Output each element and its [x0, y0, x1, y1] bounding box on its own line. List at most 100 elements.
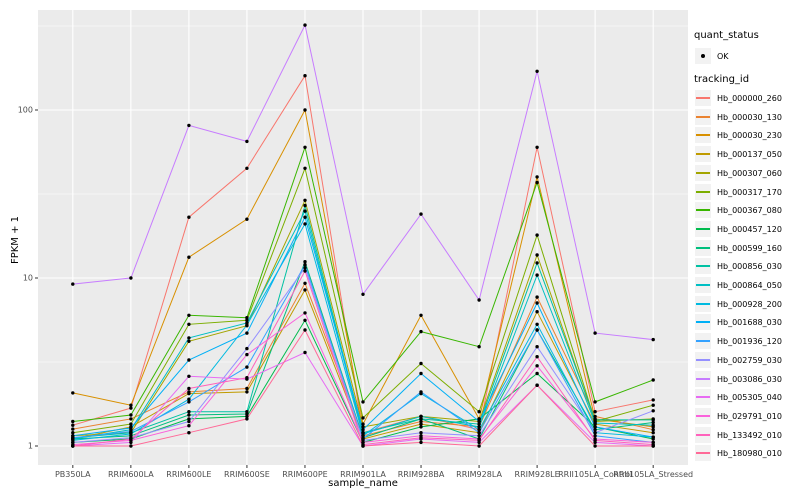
legend-item-label: Hb_000457_120	[717, 224, 782, 234]
data-point	[303, 166, 307, 170]
data-point	[245, 346, 249, 351]
line-swatch-icon	[696, 358, 710, 361]
data-point	[187, 386, 191, 391]
data-point	[419, 361, 423, 366]
line-swatch-icon	[696, 452, 710, 455]
x-tick-label-RRIM600LA: RRIM600LA	[107, 470, 154, 479]
data-point	[419, 425, 423, 429]
data-point	[303, 350, 307, 355]
data-point	[71, 431, 75, 435]
data-point	[535, 383, 539, 387]
data-point	[303, 281, 307, 285]
data-point	[245, 365, 249, 369]
data-point	[129, 417, 133, 421]
data-point	[535, 233, 539, 237]
data-point	[593, 421, 597, 425]
data-point	[71, 282, 75, 286]
y-tick-label-100: 100	[17, 105, 33, 115]
line-swatch-icon	[696, 246, 710, 249]
data-point	[361, 292, 365, 296]
data-point	[593, 414, 597, 419]
data-point	[651, 431, 655, 435]
legend-key-box	[695, 426, 711, 443]
data-point	[535, 364, 539, 368]
data-point	[187, 431, 191, 435]
data-point	[303, 311, 307, 315]
data-point	[651, 428, 655, 432]
legend-key-box	[695, 295, 711, 312]
x-tick-label-RRIM600SE: RRIM600SE	[224, 470, 270, 479]
line-swatch-icon	[696, 340, 710, 343]
data-point	[245, 139, 249, 144]
data-point	[187, 215, 191, 219]
data-point	[651, 420, 655, 425]
data-point	[477, 410, 481, 414]
legend-key-box	[695, 389, 711, 406]
y-tick-label-10: 10	[22, 273, 33, 283]
data-point	[361, 416, 365, 420]
legend-key-box	[695, 407, 711, 424]
data-point	[129, 429, 133, 434]
legend-item-label: Hb_000030_130	[717, 112, 782, 122]
data-point	[245, 417, 249, 421]
data-point	[303, 198, 307, 202]
data-point	[187, 400, 191, 404]
data-point	[129, 403, 133, 407]
data-point	[477, 419, 481, 424]
y-tick-label-1: 1	[27, 441, 33, 451]
data-point	[71, 436, 75, 440]
legend-item-label: Hb_001688_030	[717, 318, 782, 328]
data-point	[593, 434, 597, 438]
x-tick-label-RRII105LA_Control: RRII105LA_Control	[558, 470, 633, 479]
data-point	[535, 273, 539, 277]
legend-item-label: Hb_000307_060	[717, 168, 782, 178]
data-point	[187, 410, 191, 414]
data-point	[245, 414, 249, 419]
data-point	[535, 345, 539, 349]
legend-key-box	[695, 370, 711, 387]
legend-item-label: Hb_000317_170	[717, 187, 782, 197]
data-point	[245, 331, 249, 335]
line-swatch-icon	[696, 377, 710, 380]
data-point	[187, 424, 191, 428]
data-point	[71, 444, 75, 448]
data-point	[129, 413, 133, 417]
data-point	[303, 203, 307, 208]
data-point	[303, 328, 307, 332]
data-point	[651, 444, 655, 448]
data-point	[477, 431, 481, 435]
data-point	[419, 212, 423, 216]
point-symbol-icon	[701, 54, 705, 58]
line-swatch-icon	[696, 190, 710, 193]
legend-item-label: Hb_133492_010	[717, 430, 782, 440]
data-point	[651, 409, 655, 413]
legend-key-box	[695, 48, 711, 64]
data-point	[303, 215, 307, 219]
legend-key-box	[695, 220, 711, 237]
line-swatch-icon	[696, 153, 710, 156]
data-point	[71, 427, 75, 431]
data-point	[187, 123, 191, 128]
legend-key-box	[695, 164, 711, 181]
data-point	[593, 438, 597, 443]
data-point	[303, 269, 307, 273]
data-point	[593, 428, 597, 432]
data-point	[187, 313, 191, 317]
data-point	[419, 431, 423, 435]
legend-item-label: Hb_001936_120	[717, 337, 782, 347]
legend-item-label: Hb_000864_050	[717, 281, 782, 290]
data-point	[129, 276, 133, 280]
legend-item-label: Hb_000367_080	[717, 206, 782, 216]
line-swatch-icon	[696, 302, 710, 305]
data-point	[303, 222, 307, 226]
data-point	[245, 323, 249, 327]
data-point	[535, 261, 539, 265]
data-point	[245, 316, 249, 320]
data-point	[245, 318, 249, 322]
legend-item-label: OK	[717, 52, 729, 61]
data-point	[419, 419, 423, 424]
data-point	[129, 422, 133, 426]
data-point	[361, 422, 365, 426]
